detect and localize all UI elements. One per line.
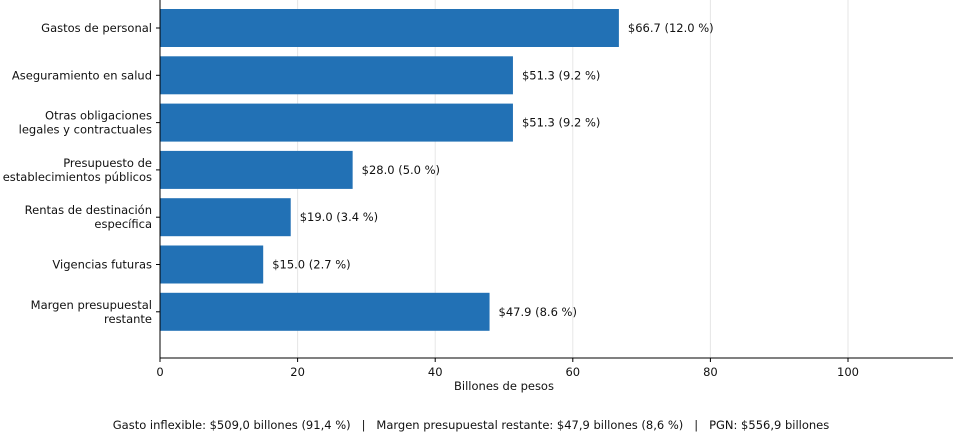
y-axis-category-labels: Gastos de personal Aseguramiento en salud… xyxy=(3,21,160,326)
data-labels: $66.7 (12.0 %) $51.3 (9.2 %) $51.3 (9.2 %)… xyxy=(272,21,713,319)
y-category-label: Presupuesto de establecimientos públicos xyxy=(3,156,152,184)
bar xyxy=(160,103,513,142)
x-tick-label: 0 xyxy=(156,365,163,379)
y-category-label: Gastos de personal xyxy=(41,21,152,35)
y-category-label: Rentas de destinación específica xyxy=(25,203,152,231)
x-tick-label: 20 xyxy=(290,365,305,379)
bar xyxy=(160,150,353,189)
bar-value-label: $51.3 (9.2 %) xyxy=(522,68,600,82)
bar xyxy=(160,198,291,237)
bar xyxy=(160,245,264,284)
y-category-label: Vigencias futuras xyxy=(52,258,152,272)
bar-value-label: $66.7 (12.0 %) xyxy=(628,21,714,35)
bar-value-label: $47.9 (8.6 %) xyxy=(499,305,577,319)
y-category-label: Aseguramiento en salud xyxy=(12,68,152,82)
bar xyxy=(160,9,619,47)
x-tick-label: 40 xyxy=(428,365,443,379)
x-axis-label: Billones de pesos xyxy=(454,379,554,393)
bar xyxy=(160,56,513,95)
bars xyxy=(160,9,619,331)
bar-value-label: $19.0 (3.4 %) xyxy=(300,210,378,224)
y-category-label: Margen presupuestal restante xyxy=(31,298,152,326)
bar-value-label: $28.0 (5.0 %) xyxy=(362,163,440,177)
bar xyxy=(160,292,490,331)
y-category-label: Otras obligaciones legales y contractuale… xyxy=(19,109,152,137)
x-tick-label: 60 xyxy=(565,365,580,379)
bar-value-label: $15.0 (2.7 %) xyxy=(272,258,350,272)
x-tick-label: 100 xyxy=(837,365,859,379)
x-tick-label: 80 xyxy=(703,365,718,379)
bar-value-label: $51.3 (9.2 %) xyxy=(522,116,600,130)
x-axis-ticks: 0 20 40 60 80 100 xyxy=(156,358,859,379)
footer-summary: Gasto inflexible: $509,0 billones (91,4 … xyxy=(113,418,829,432)
